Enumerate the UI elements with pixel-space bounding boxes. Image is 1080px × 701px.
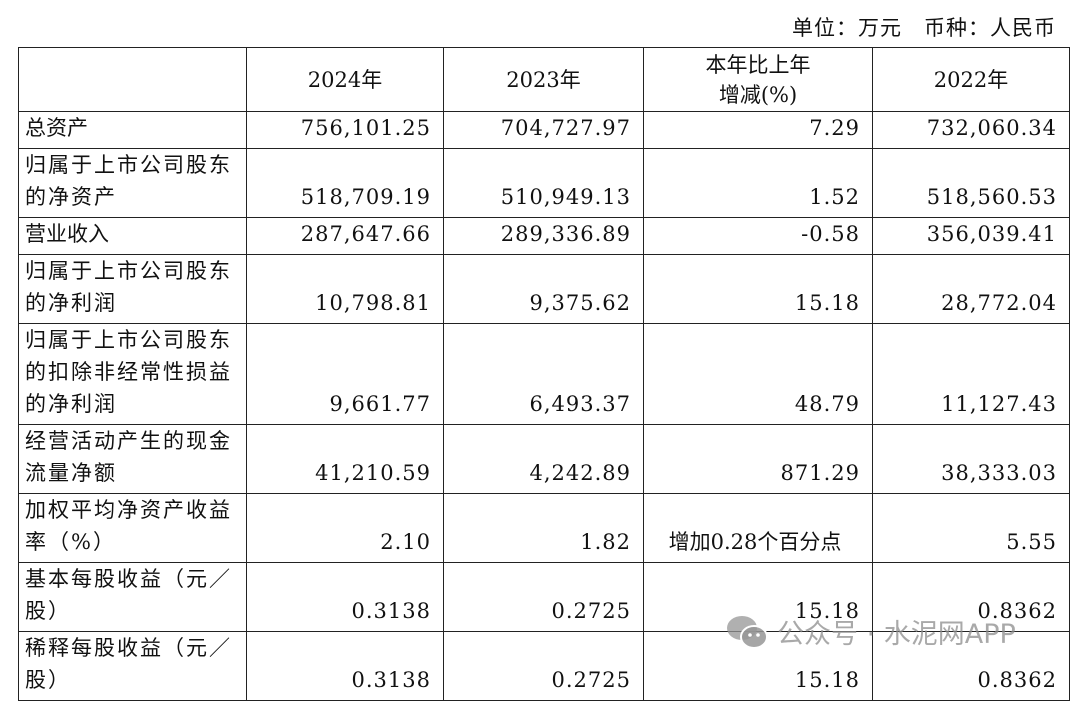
value-cell: 15.18 <box>643 254 873 324</box>
table-row: 归属于上市公司股东的净资产 518,709.19 510,949.13 1.52 518… <box>18 148 1070 218</box>
value-cell: 增加0.28个百分点 <box>643 493 873 563</box>
value-cell: 510,949.13 <box>443 148 644 218</box>
table-row: 归属于上市公司股东的扣除非经常性损益的净利润 9,661.77 6,493.37 48… <box>18 323 1070 425</box>
unit-note: 单位：万元 币种：人民币 <box>792 16 1056 40</box>
value-cell: 356,039.41 <box>872 217 1070 255</box>
value-cell: -0.58 <box>643 217 873 255</box>
value-cell: 289,336.89 <box>443 217 644 255</box>
value-cell: 0.2725 <box>443 631 644 701</box>
header-cell <box>18 47 247 112</box>
row-label: 经营活动产生的现金流量净额 <box>18 424 247 494</box>
value-cell: 41,210.59 <box>246 424 444 494</box>
value-cell: 10,798.81 <box>246 254 444 324</box>
table-row: 营业收入 287,647.66 289,336.89 -0.58 356,039.41 <box>18 217 1070 255</box>
row-label: 营业收入 <box>18 217 247 255</box>
header-cell: 本年比上年 增减(%) <box>643 47 873 112</box>
value-cell: 1.82 <box>443 493 644 563</box>
header-row: 2024年 2023年 本年比上年 增减(%) 2022年 <box>18 47 1070 112</box>
row-label: 稀释每股收益（元／股） <box>18 631 247 701</box>
value-cell: 2.10 <box>246 493 444 563</box>
value-cell: 38,333.03 <box>872 424 1070 494</box>
table-row: 总资产 756,101.25 704,727.97 7.29 732,060.34 <box>18 111 1070 149</box>
value-cell: 732,060.34 <box>872 111 1070 149</box>
value-cell: 11,127.43 <box>872 323 1070 425</box>
header-cell: 2022年 <box>872 47 1070 112</box>
value-cell: 48.79 <box>643 323 873 425</box>
value-cell: 756,101.25 <box>246 111 444 149</box>
value-cell: 6,493.37 <box>443 323 644 425</box>
row-label: 归属于上市公司股东的扣除非经常性损益的净利润 <box>18 323 247 425</box>
value-cell: 871.29 <box>643 424 873 494</box>
value-cell: 4,242.89 <box>443 424 644 494</box>
table-row: 基本每股收益（元／股） 0.3138 0.2725 15.18 0.8362 <box>18 562 1070 632</box>
value-cell: 5.55 <box>872 493 1070 563</box>
value-cell: 1.52 <box>643 148 873 218</box>
value-cell: 518,709.19 <box>246 148 444 218</box>
value-cell: 9,375.62 <box>443 254 644 324</box>
row-label: 总资产 <box>18 111 247 149</box>
value-cell: 0.2725 <box>443 562 644 632</box>
value-cell: 9,661.77 <box>246 323 444 425</box>
value-cell: 518,560.53 <box>872 148 1070 218</box>
value-cell: 28,772.04 <box>872 254 1070 324</box>
value-cell: 704,727.97 <box>443 111 644 149</box>
row-label: 归属于上市公司股东的净资产 <box>18 148 247 218</box>
value-cell: 0.8362 <box>872 631 1070 701</box>
row-label: 归属于上市公司股东的净利润 <box>18 254 247 324</box>
value-cell: 15.18 <box>643 631 873 701</box>
value-cell: 0.3138 <box>246 631 444 701</box>
table-row: 归属于上市公司股东的净利润 10,798.81 9,375.62 15.18 28,77… <box>18 254 1070 324</box>
financial-table: 2024年 2023年 本年比上年 增减(%) 2022年 总资产 756,101… <box>18 47 1070 701</box>
value-cell: 7.29 <box>643 111 873 149</box>
value-cell: 0.3138 <box>246 562 444 632</box>
row-label: 基本每股收益（元／股） <box>18 562 247 632</box>
header-cell: 2024年 <box>246 47 444 112</box>
table-row: 稀释每股收益（元／股） 0.3138 0.2725 15.18 0.8362 <box>18 631 1070 701</box>
header-cell: 2023年 <box>443 47 644 112</box>
table-row: 经营活动产生的现金流量净额 41,210.59 4,242.89 871.29 38,3… <box>18 424 1070 494</box>
table-row: 加权平均净资产收益率（%） 2.10 1.82 增加0.28个百分点 5.55 <box>18 493 1070 563</box>
row-label: 加权平均净资产收益率（%） <box>18 493 247 563</box>
value-cell: 287,647.66 <box>246 217 444 255</box>
value-cell: 0.8362 <box>872 562 1070 632</box>
value-cell: 15.18 <box>643 562 873 632</box>
